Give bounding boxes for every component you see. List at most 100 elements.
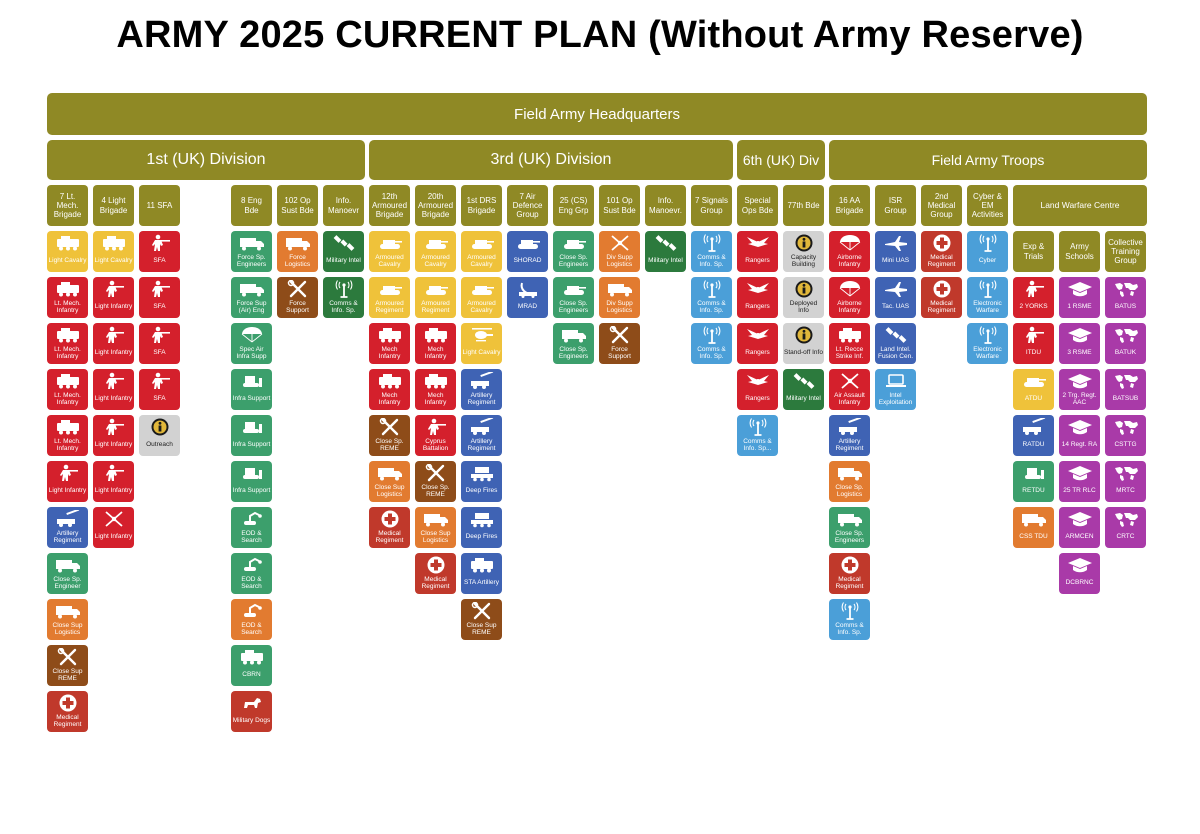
unit-tile: Rangers	[737, 277, 778, 318]
unit-tile-label: Light Cavalry	[94, 257, 133, 265]
unit-tile-label: 3 RSME	[1067, 349, 1092, 357]
antenna-icon	[967, 326, 1008, 344]
unit-tile-label: Lt. Mech. Infantry	[54, 391, 81, 406]
unit-tile-label: Military Dogs	[232, 717, 271, 725]
unit-tile-label: Medical Regiment	[927, 253, 956, 268]
unit-tile-label: Mech Infantry	[378, 391, 401, 406]
unit-tile-label: Lt. Recce Strike Inf.	[835, 345, 864, 360]
unit-tile-label: Comms & Info. Sp.	[329, 299, 358, 314]
unit-tile: Medical Regiment	[47, 691, 88, 732]
unit-tile: Lt. Recce Strike Inf.	[829, 323, 870, 364]
unit-tile: Medical Regiment	[829, 553, 870, 594]
rocket-launcher-icon	[461, 510, 502, 528]
tools-icon	[461, 602, 502, 620]
tools-icon	[277, 280, 318, 298]
vehicle-icon	[231, 648, 272, 666]
unit-tile-label: Force Sp. Engineers	[236, 253, 267, 268]
unit-tile: Artillery Regiment	[461, 415, 502, 456]
bulldozer-icon	[231, 372, 272, 390]
unit-tile: 14 Regt. RA	[1059, 415, 1100, 456]
parachute-icon	[829, 280, 870, 298]
unit-tile: EOD & Search	[231, 507, 272, 548]
tank-icon	[553, 234, 594, 252]
unit-tile-label: Stand-off Info	[784, 349, 823, 357]
unit-tile: Lt. Mech. Infantry	[47, 369, 88, 410]
world-map-icon	[1105, 372, 1146, 390]
soldier-icon	[47, 464, 88, 482]
medical-cross-icon	[415, 556, 456, 574]
vehicle-icon	[829, 326, 870, 344]
unit-tile: Light Infantry	[93, 461, 134, 502]
vehicle-icon	[369, 326, 410, 344]
unit-tile: EOD & Search	[231, 599, 272, 640]
unit-tile-label: 14 Regt. RA	[1061, 441, 1098, 449]
unit-tile: DCBRNC	[1059, 553, 1100, 594]
unit-tile-label: Outreach	[146, 441, 173, 449]
unit-tile: Rangers	[737, 323, 778, 364]
unit-tile-label: EOD & Search	[241, 621, 262, 636]
unit-tile-label: SHORAD	[513, 257, 542, 265]
unit-tile: Close Sp. Engineers	[553, 231, 594, 272]
info-icon	[783, 326, 824, 344]
unit-tile-label: Comms & Info. Sp...	[743, 437, 772, 452]
unit-tile-label: Airborne Infantry	[837, 253, 862, 268]
unit-tile-label: Force Support	[608, 345, 631, 360]
unit-tile: Close Sp. Logistics	[829, 461, 870, 502]
unit-tile-label: Land Intel. Fusion Cen.	[877, 345, 914, 360]
unit-tile: Close Sup Logistics	[47, 599, 88, 640]
unit-tile: Light Infantry	[93, 507, 134, 548]
unit-tile: SFA	[139, 277, 180, 318]
unit-tile-label: Armoured Regiment	[421, 299, 450, 314]
unit-tile: Infra Support	[231, 369, 272, 410]
crossed-swords-icon	[829, 372, 870, 390]
unit-tile-label: Close Sp. Engineers	[558, 299, 589, 314]
unit-tile: STA Artillery	[461, 553, 502, 594]
unit-tile-label: Close Sp. Engineers	[558, 253, 589, 268]
unit-tile: ARMCEN	[1059, 507, 1100, 548]
antenna-icon	[691, 326, 732, 344]
soldier-icon	[415, 418, 456, 436]
unit-tile: Mech Infantry	[415, 323, 456, 364]
unit-tile: Comms & Info. Sp.	[691, 277, 732, 318]
truck-icon	[277, 234, 318, 252]
column-header: 1st DRS Brigade	[461, 185, 502, 226]
unit-tile: Force Sp. Engineers	[231, 231, 272, 272]
unit-tile-label: Medical Regiment	[53, 713, 82, 728]
info-icon	[139, 418, 180, 436]
world-map-icon	[1105, 326, 1146, 344]
unit-tile-label: CSTTG	[1114, 441, 1137, 449]
unit-tile: Air Assault Infantry	[829, 369, 870, 410]
unit-tile: Cyber	[967, 231, 1008, 272]
unit-tile: Comms & Info. Sp.	[323, 277, 364, 318]
unit-tile-label: Infra Support	[232, 487, 271, 495]
unit-tile: Rangers	[737, 231, 778, 272]
unit-tile: Close Sup Logistics	[369, 461, 410, 502]
parachute-icon	[829, 234, 870, 252]
unit-tile-label: BATUK	[1114, 349, 1137, 357]
world-map-icon	[1105, 280, 1146, 298]
unit-tile-label: Armoured Regiment	[375, 299, 404, 314]
unit-tile-label: Light Infantry	[94, 395, 133, 403]
unit-tile: ATDU	[1013, 369, 1054, 410]
unit-tile: Deployed Info	[783, 277, 824, 318]
tank-icon	[461, 234, 502, 252]
medical-cross-icon	[47, 694, 88, 712]
unit-tile-label: SFA	[153, 257, 166, 265]
tank-icon	[1013, 372, 1054, 390]
antenna-icon	[691, 234, 732, 252]
unit-tile-label: Infra Support	[232, 441, 271, 449]
tools-icon	[369, 418, 410, 436]
unit-tile-label: 2 YORKS	[1019, 303, 1048, 311]
unit-tile: Outreach	[139, 415, 180, 456]
unit-tile: Light Infantry	[47, 461, 88, 502]
unit-tile-label: Artillery Regiment	[467, 391, 496, 406]
unit-tile: Land Intel. Fusion Cen.	[875, 323, 916, 364]
column-header: ISR Group	[875, 185, 916, 226]
unit-tile-label: Close Sup Logistics	[374, 483, 405, 498]
soldier-icon	[139, 372, 180, 390]
dog-icon	[231, 694, 272, 712]
unit-tile-label: Close Sp. Engineers	[834, 529, 865, 544]
unit-tile-label: Comms & Info. Sp.	[697, 253, 726, 268]
unit-tile-label: Armoured Cavalry	[421, 253, 450, 268]
unit-tile: Close Sp. REME	[369, 415, 410, 456]
